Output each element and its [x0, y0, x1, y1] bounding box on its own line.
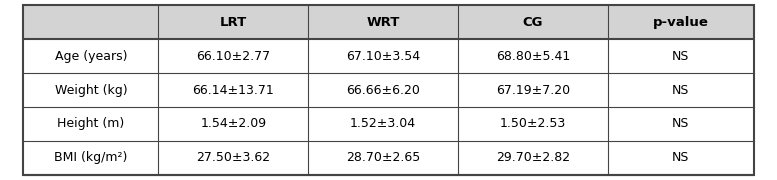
Text: 67.19±7.20: 67.19±7.20 [496, 84, 570, 96]
Text: p-value: p-value [653, 16, 709, 29]
Bar [159, 73, 308, 107]
Text: NS: NS [672, 84, 689, 96]
Bar [458, 107, 608, 141]
Text: 28.70±2.65: 28.70±2.65 [346, 151, 420, 164]
Bar [608, 141, 754, 175]
Text: LRT: LRT [220, 16, 247, 29]
Bar [308, 141, 458, 175]
Text: Height (m): Height (m) [57, 117, 124, 130]
Bar [458, 39, 608, 73]
Text: 66.14±13.71: 66.14±13.71 [193, 84, 274, 96]
Text: CG: CG [522, 16, 543, 29]
Text: 29.70±2.82: 29.70±2.82 [496, 151, 570, 164]
Bar [608, 39, 754, 73]
Text: BMI (kg/m²): BMI (kg/m²) [54, 151, 127, 164]
Bar [23, 5, 159, 39]
Text: 66.66±6.20: 66.66±6.20 [346, 84, 420, 96]
Bar [608, 5, 754, 39]
Text: 67.10±3.54: 67.10±3.54 [346, 50, 420, 63]
Bar [308, 107, 458, 141]
Bar [458, 5, 608, 39]
Text: 1.54±2.09: 1.54±2.09 [200, 117, 267, 130]
Text: 68.80±5.41: 68.80±5.41 [496, 50, 570, 63]
Text: 1.52±3.04: 1.52±3.04 [350, 117, 416, 130]
Text: NS: NS [672, 151, 689, 164]
Bar [608, 107, 754, 141]
Bar [458, 73, 608, 107]
Bar [23, 141, 159, 175]
Text: NS: NS [672, 50, 689, 63]
Text: Age (years): Age (years) [54, 50, 127, 63]
Text: 1.50±2.53: 1.50±2.53 [500, 117, 566, 130]
Text: Weight (kg): Weight (kg) [54, 84, 127, 96]
Bar [159, 141, 308, 175]
Bar [458, 141, 608, 175]
Bar [159, 107, 308, 141]
Bar [159, 5, 308, 39]
Text: WRT: WRT [366, 16, 399, 29]
Text: 66.10±2.77: 66.10±2.77 [197, 50, 270, 63]
Bar [159, 39, 308, 73]
Text: 27.50±3.62: 27.50±3.62 [197, 151, 270, 164]
Bar [23, 107, 159, 141]
Bar [23, 73, 159, 107]
Bar [608, 73, 754, 107]
Bar [308, 39, 458, 73]
Text: NS: NS [672, 117, 689, 130]
Bar [308, 5, 458, 39]
Bar [23, 39, 159, 73]
Bar [308, 73, 458, 107]
